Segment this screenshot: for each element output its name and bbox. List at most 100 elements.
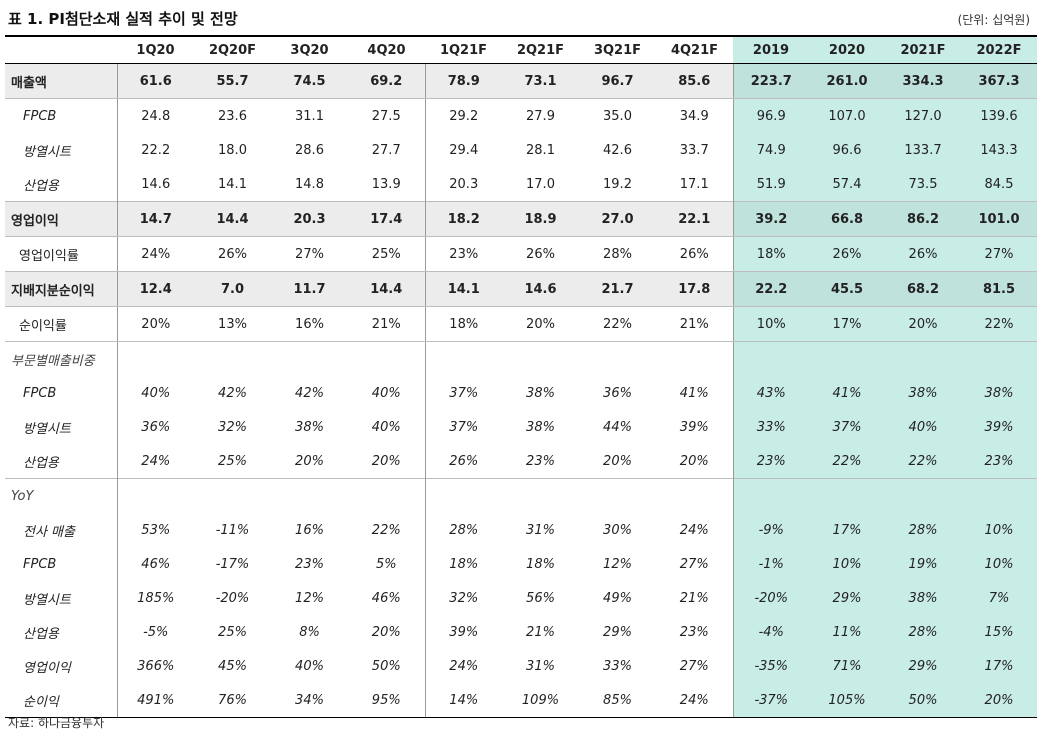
value-cell: 14% <box>424 683 502 718</box>
value-cell <box>194 341 271 376</box>
value-cell: 23% <box>961 444 1037 479</box>
value-cell: 22% <box>371 522 401 538</box>
value-cell: 25% <box>348 236 425 272</box>
value-cell: 44% <box>603 419 632 435</box>
value-cell <box>732 341 809 376</box>
value-cell: 24% <box>424 649 502 683</box>
value-cell: 14.8 <box>295 176 324 192</box>
row-label: 영업이익 <box>5 201 117 237</box>
value-cell <box>194 478 271 513</box>
row-label: 방열시트 <box>23 144 71 160</box>
value-cell <box>502 341 579 376</box>
value-cell: 56% <box>526 590 555 606</box>
table-row: 방열시트 36% 32% 38% 40% 37% 38% 44% 39% 33% 37% 40% 39% <box>5 410 1037 444</box>
value-cell <box>656 478 733 513</box>
value-cell: 27% <box>961 236 1037 272</box>
header-cell: 2019 <box>733 35 809 64</box>
value-cell: -17% <box>215 556 250 572</box>
value-cell: 30% <box>603 522 632 538</box>
value-cell: 85.6 <box>656 63 733 99</box>
table-row: 순이익 491% 76% 34% 95% 14% 109% 85% 24% -37% 105% 50%… <box>5 683 1037 718</box>
value-cell <box>424 478 502 513</box>
value-cell: 21% <box>526 624 555 640</box>
value-cell: 22% <box>809 444 885 479</box>
value-cell: 43% <box>732 376 809 410</box>
table-row: 방열시트 185% -20% 12% 46% 32% 56% 49% 21% -20% 29% 38%… <box>5 581 1037 615</box>
value-cell: 26% <box>656 236 733 272</box>
value-cell: 26% <box>424 444 502 479</box>
value-cell: 15% <box>961 615 1037 649</box>
value-cell: 32% <box>218 419 247 435</box>
value-cell: 51.9 <box>732 167 809 202</box>
value-cell: 27.9 <box>526 108 555 124</box>
value-cell: 261.0 <box>809 63 885 99</box>
row-label: FPCB <box>23 556 57 572</box>
table-row: 지배지분순이익 12.4 7.0 11.7 14.4 14.1 14.6 21.7 17.8 22… <box>5 271 1037 307</box>
value-cell: 29.4 <box>424 133 502 167</box>
value-cell: -5% <box>116 615 194 649</box>
value-cell: 24% <box>679 522 709 538</box>
value-cell <box>116 341 194 376</box>
value-cell: 14.4 <box>194 201 271 237</box>
value-cell: 28% <box>885 615 961 649</box>
value-cell: 14.4 <box>348 271 425 307</box>
value-cell: 40% <box>295 658 324 674</box>
value-cell: 74.5 <box>271 63 348 99</box>
value-cell <box>732 478 809 513</box>
value-cell: 45.5 <box>809 271 885 307</box>
value-cell: 17.4 <box>348 201 425 237</box>
value-cell: 35.0 <box>603 108 632 124</box>
value-cell: 101.0 <box>961 201 1037 237</box>
value-cell: 23% <box>424 236 502 272</box>
value-cell: 20.3 <box>424 167 502 202</box>
value-cell <box>809 341 885 376</box>
value-cell: 13% <box>194 306 271 342</box>
value-cell: 66.8 <box>809 201 885 237</box>
table-row: FPCB 40% 42% 42% 40% 37% 38% 36% 41% 43% 41% 38% 38% <box>5 376 1037 410</box>
row-label: 부문별매출비중 <box>5 341 117 376</box>
value-cell: 24% <box>116 236 194 272</box>
value-cell: 96.9 <box>732 98 809 133</box>
value-cell: 26% <box>194 236 271 272</box>
value-cell: 20% <box>371 624 401 640</box>
header-row: 1Q20 2Q20F 3Q20 4Q20 1Q21F 2Q21F 3Q21F 4… <box>5 35 1037 64</box>
header-cell: 2021F <box>885 35 961 64</box>
value-cell: 10% <box>961 547 1037 581</box>
value-cell: 36% <box>116 410 194 444</box>
value-cell: -9% <box>732 513 809 547</box>
value-cell: 22% <box>579 306 656 342</box>
value-cell: 57.4 <box>809 167 885 202</box>
table-row: 산업용 24% 25% 20% 20% 26% 23% 20% 20% 23% 22% 22% 23% <box>5 444 1037 479</box>
value-cell: 10% <box>961 513 1037 547</box>
value-cell: 42% <box>218 385 247 401</box>
value-cell: 22.2 <box>116 133 194 167</box>
value-cell <box>271 341 348 376</box>
value-cell: 33.7 <box>679 142 709 158</box>
value-cell: 37% <box>809 410 885 444</box>
table-row: 산업용 -5% 25% 8% 20% 39% 21% 29% 23% -4% 11% 28% 15% <box>5 615 1037 649</box>
value-cell: 33% <box>603 658 632 674</box>
value-cell: 18% <box>732 236 809 272</box>
value-cell: 37% <box>424 410 502 444</box>
value-cell: 127.0 <box>885 98 961 133</box>
value-cell: 24% <box>656 683 733 718</box>
value-cell: 28% <box>579 236 656 272</box>
value-cell <box>424 341 502 376</box>
value-cell: 17.1 <box>679 176 709 192</box>
value-cell: 18.9 <box>502 201 579 237</box>
table-row: YoY <box>5 478 1037 513</box>
value-cell: 367.3 <box>961 63 1037 99</box>
value-cell: 39% <box>961 410 1037 444</box>
value-cell <box>579 341 656 376</box>
row-label: 영업이익 <box>23 660 71 676</box>
header-corner <box>5 35 117 64</box>
value-cell: 50% <box>885 683 961 718</box>
value-cell: 96.6 <box>809 133 885 167</box>
value-cell: 13.9 <box>371 176 401 192</box>
financial-table: 1Q20 2Q20F 3Q20 4Q20 1Q21F 2Q21F 3Q21F 4… <box>5 35 1037 718</box>
value-cell: 14.1 <box>424 271 502 307</box>
value-cell: -20% <box>732 581 809 615</box>
value-cell: 23.6 <box>218 108 247 124</box>
value-cell: 29% <box>809 581 885 615</box>
value-cell: 73.1 <box>502 63 579 99</box>
